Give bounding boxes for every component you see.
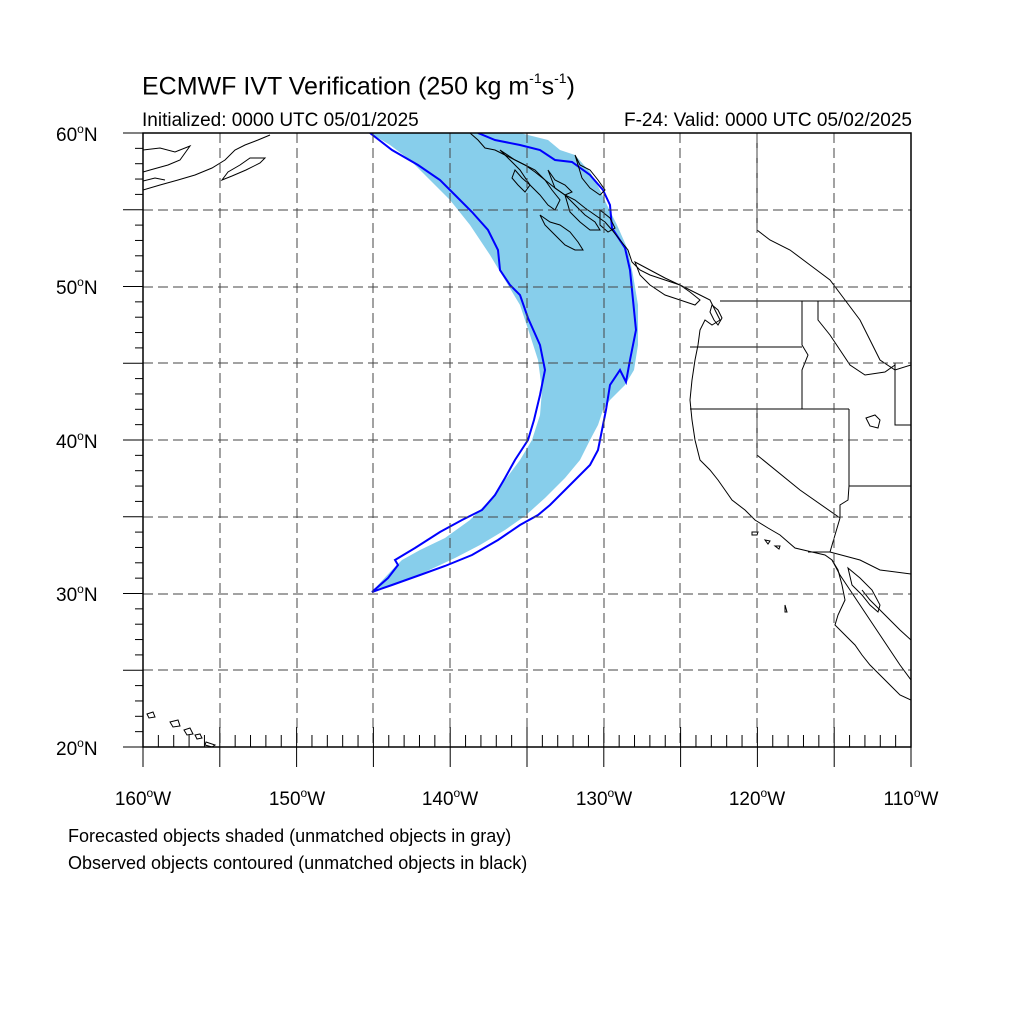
latitude-labels: 60oN 50oN 40oN 30oN 20oN <box>56 122 98 760</box>
observed-contour <box>369 133 638 593</box>
coastline-layer <box>143 133 911 747</box>
tick-marks <box>123 132 912 767</box>
lon-label-140w: 140oW <box>422 786 478 810</box>
lon-label-120w: 120oW <box>729 786 785 810</box>
lat-label-60: 60oN <box>56 122 98 146</box>
lat-label-20: 20oN <box>56 736 98 760</box>
lat-label-30: 30oN <box>56 582 98 606</box>
lon-label-160w: 160oW <box>115 786 171 810</box>
lon-label-150w: 150oW <box>269 786 325 810</box>
lon-label-110w: 110oW <box>884 786 939 810</box>
forecast-note: Forecasted objects shaded (unmatched obj… <box>68 826 512 846</box>
lon-label-130w: 130oW <box>576 786 632 810</box>
longitude-labels: 160oW 150oW 140oW 130oW 120oW 110oW <box>115 786 939 810</box>
border-layer <box>690 133 911 575</box>
observed-note: Observed objects contoured (unmatched ob… <box>68 853 528 873</box>
lat-label-40: 40oN <box>56 429 98 453</box>
chart-title: ECMWF IVT Verification (250 kg m-1s-1) <box>142 70 575 101</box>
lat-label-50: 50oN <box>56 275 98 299</box>
initialized-time: Initialized: 0000 UTC 05/01/2025 <box>142 110 419 131</box>
gridlines <box>143 133 911 747</box>
valid-time: F-24: Valid: 0000 UTC 05/02/2025 <box>624 110 912 131</box>
